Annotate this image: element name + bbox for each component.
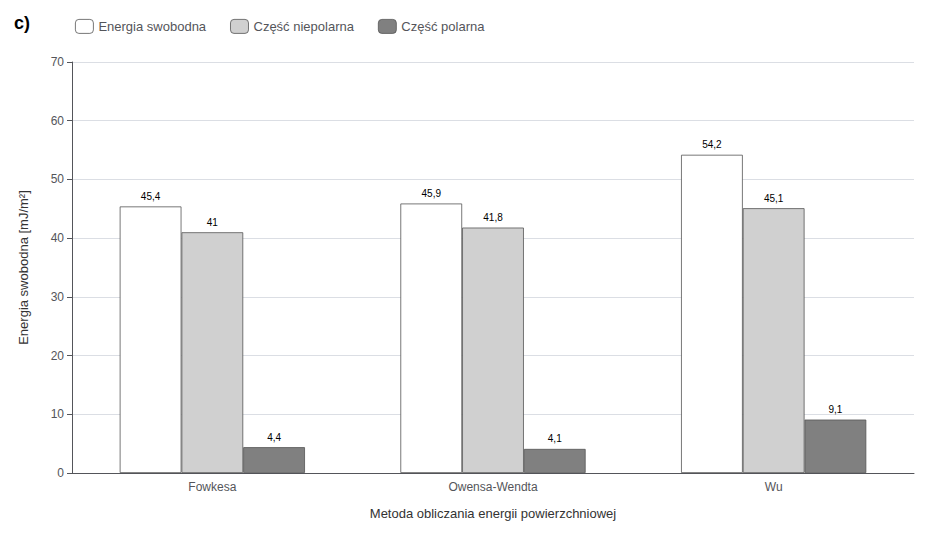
svg-text:Metoda obliczania energii powi: Metoda obliczania energii powierzchniowe…: [370, 506, 617, 521]
svg-text:45,1: 45,1: [764, 193, 784, 204]
svg-text:Wu: Wu: [765, 480, 783, 494]
svg-text:Energia swobodna: Energia swobodna: [98, 19, 206, 34]
svg-text:70: 70: [51, 55, 65, 69]
svg-text:45,4: 45,4: [141, 191, 161, 202]
svg-text:20: 20: [51, 349, 65, 363]
svg-text:41,8: 41,8: [483, 212, 503, 223]
svg-text:30: 30: [51, 290, 65, 304]
svg-text:40: 40: [51, 231, 65, 245]
svg-text:10: 10: [51, 407, 65, 421]
svg-text:Fowkesa: Fowkesa: [188, 480, 236, 494]
svg-text:45,9: 45,9: [422, 188, 442, 199]
svg-text:0: 0: [57, 466, 64, 480]
svg-text:41: 41: [207, 217, 219, 228]
svg-text:Owensa-Wendta: Owensa-Wendta: [448, 480, 537, 494]
svg-text:Część polarna: Część polarna: [401, 19, 485, 34]
svg-text:c): c): [14, 13, 30, 33]
svg-text:4,1: 4,1: [548, 433, 562, 444]
svg-text:9,1: 9,1: [828, 404, 842, 415]
svg-text:4,4: 4,4: [267, 432, 281, 443]
svg-text:54,2: 54,2: [702, 139, 722, 150]
svg-text:Część niepolarna: Część niepolarna: [253, 19, 354, 34]
svg-text:60: 60: [51, 114, 65, 128]
svg-text:Energia swobodna [mJ/m²]: Energia swobodna [mJ/m²]: [16, 190, 31, 345]
svg-text:50: 50: [51, 172, 65, 186]
